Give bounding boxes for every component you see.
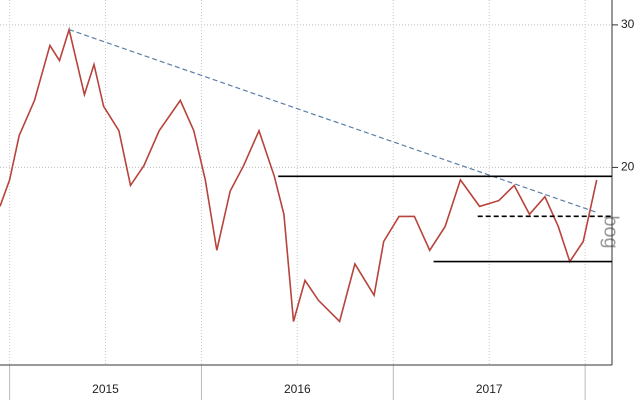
x-tick-label: 2016 [284,382,311,396]
x-tick-label: 2017 [476,382,503,396]
price-line [0,26,598,324]
x-tick-label: 2015 [92,382,119,396]
annotation-line [68,29,597,213]
y-tick-label: 20 [621,160,635,174]
y-tick-label: 30 [621,17,635,31]
watermark: bog [600,215,622,248]
